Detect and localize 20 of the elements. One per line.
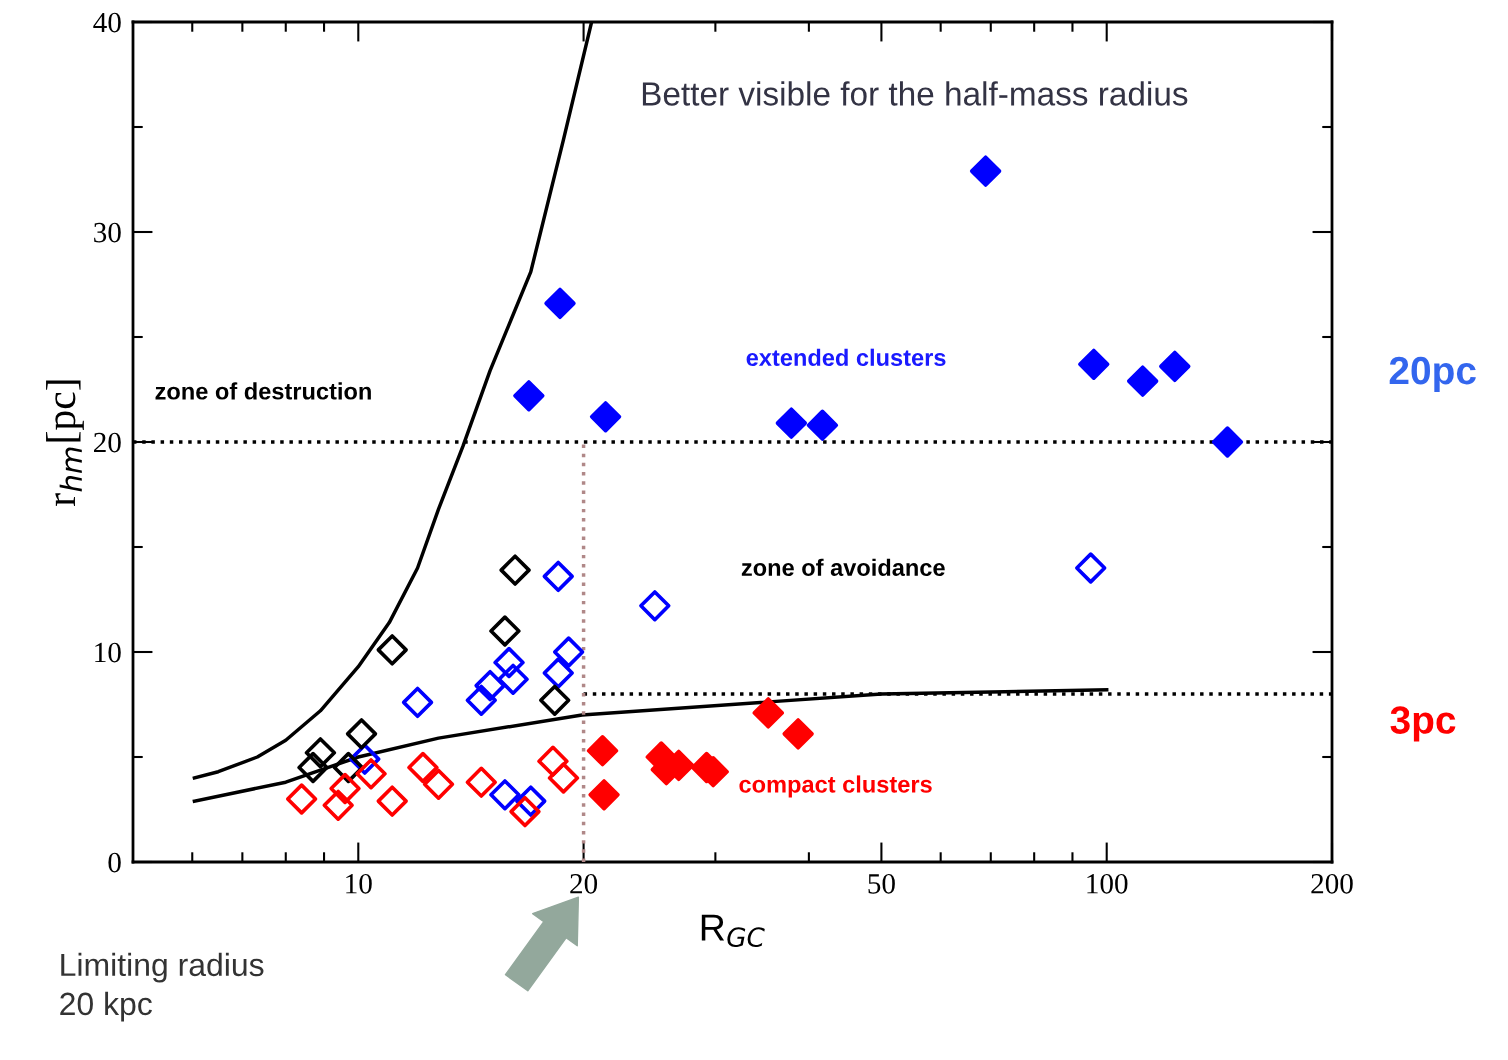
text: 3pc xyxy=(1390,706,1456,742)
x-tick-label: 10 xyxy=(346,873,372,894)
x-tick-label: 100 xyxy=(1087,873,1128,894)
x-tick-label: 20 xyxy=(570,873,598,894)
y-tick-label: 40 xyxy=(93,12,121,33)
y-axis-title: r$_{hm}$[pc] xyxy=(46,380,84,506)
text: Limiting radius 20 kpc xyxy=(60,952,264,1022)
y-tick-label: 10 xyxy=(95,642,121,663)
y-tick-label: 20 xyxy=(94,432,121,453)
x-axis-title: R$_{GC}$ xyxy=(701,914,765,948)
y-tick-label: 30 xyxy=(94,222,121,243)
annotation: extended clusters xyxy=(746,348,946,367)
annotation: Better visible for the half-mass radius xyxy=(642,81,1188,106)
y-tick-label: 0 xyxy=(108,852,121,873)
text: 20pc xyxy=(1389,356,1476,393)
annotation: zone of destruction xyxy=(155,382,371,400)
x-tick-label: 50 xyxy=(868,873,895,894)
x-tick-label: 200 xyxy=(1311,873,1353,894)
annotation: compact clusters xyxy=(739,775,932,798)
annotation: zone of avoidance xyxy=(741,558,945,577)
